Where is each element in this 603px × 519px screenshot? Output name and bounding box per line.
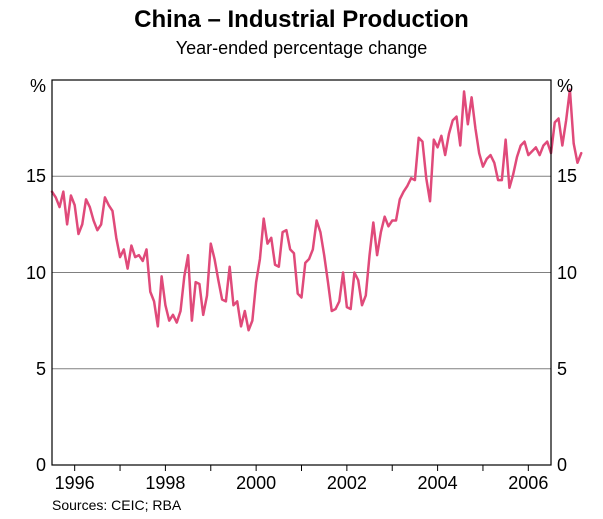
y-tick-right: 10 [557,263,577,284]
x-tick: 2002 [317,473,377,494]
chart-container: China – Industrial Production Year-ended… [0,0,603,519]
x-tick: 2000 [226,473,286,494]
y-tick-right: 15 [557,166,577,187]
y-tick-left: 5 [36,359,46,380]
y-tick-right: 5 [557,359,567,380]
x-tick: 2006 [498,473,558,494]
x-tick: 1998 [135,473,195,494]
y-tick-right: 0 [557,455,567,476]
plot-svg [0,0,603,519]
y-unit-left: % [30,76,46,97]
x-tick: 2004 [408,473,468,494]
sources-label: Sources: CEIC; RBA [52,497,181,513]
y-tick-left: 10 [26,263,46,284]
y-tick-left: 15 [26,166,46,187]
x-tick: 1996 [45,473,105,494]
y-unit-right: % [557,76,573,97]
